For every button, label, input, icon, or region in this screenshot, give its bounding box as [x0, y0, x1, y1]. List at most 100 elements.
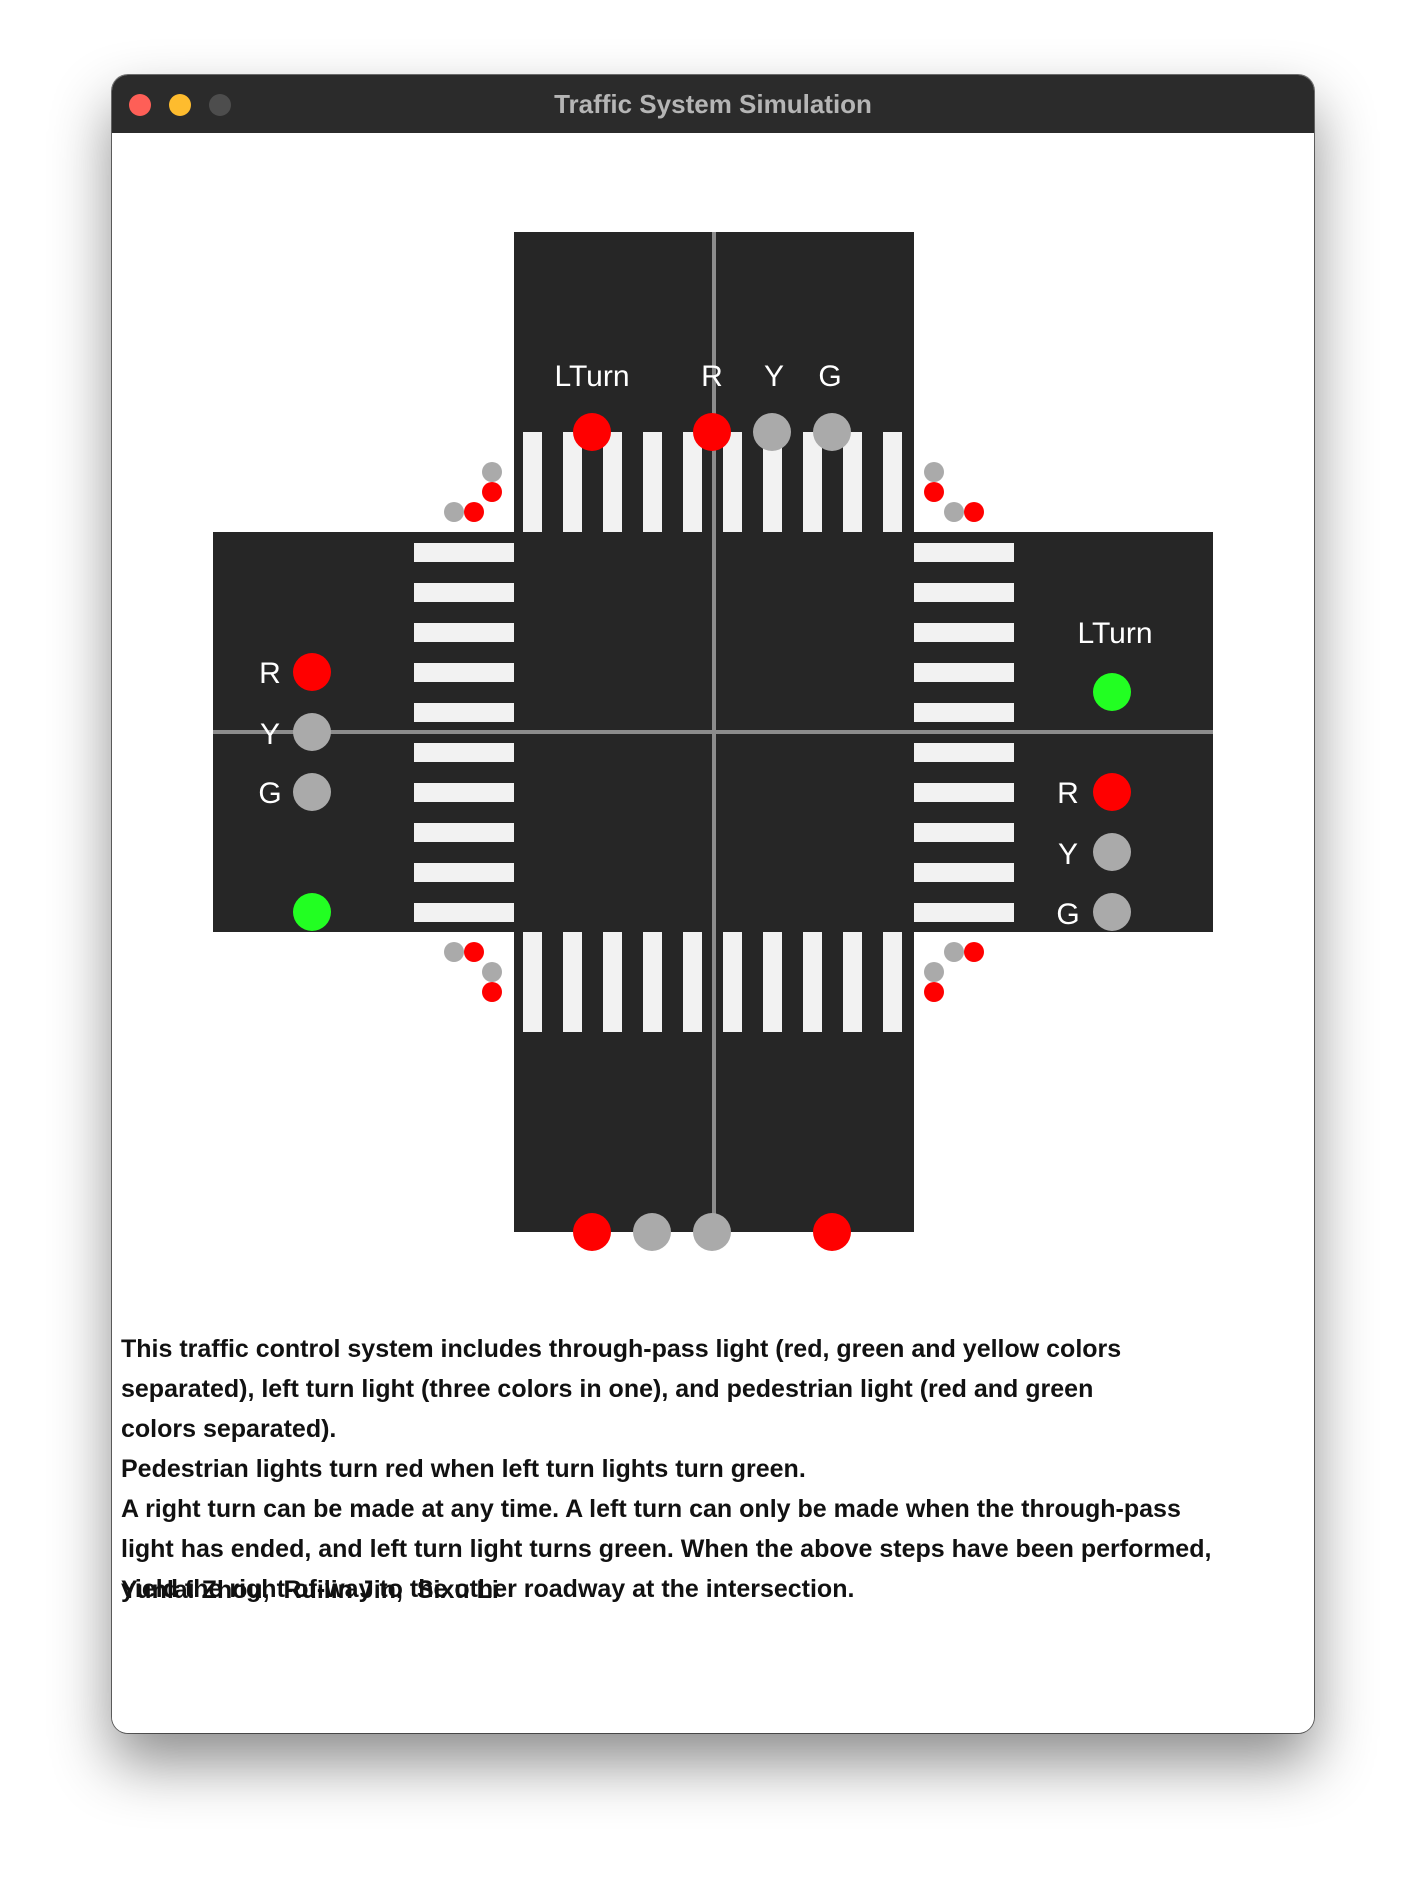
ped-light-bottom-right-on [924, 982, 944, 1002]
close-button[interactable] [129, 94, 151, 116]
west-lturn-light [293, 893, 331, 931]
crosswalk-stripe-south [803, 932, 822, 1032]
crosswalk-stripe-west [414, 703, 514, 722]
lane-lines [213, 232, 1213, 1232]
crosswalk-stripe-south [683, 932, 702, 1032]
ped-light-bottom-left-on [482, 982, 502, 1002]
east-green-light [1093, 893, 1131, 931]
signal-west: R Y G LTurn [258, 653, 349, 971]
east-yellow-light [1093, 833, 1131, 871]
north-g-label: G [818, 360, 841, 393]
intersection-canvas: LTurn R Y G R Y G LTurn [213, 232, 1213, 1290]
crosswalk-stripe-north [723, 432, 742, 532]
north-red-light [693, 413, 731, 451]
crosswalk-stripe-east [914, 583, 1014, 602]
description-line: This traffic control system includes thr… [121, 1335, 1122, 1363]
crosswalk-stripe-east [914, 623, 1014, 642]
west-lturn-label: LTurn [273, 938, 348, 971]
crosswalk-stripe-south [763, 932, 782, 1032]
crosswalk-stripe-north [683, 432, 702, 532]
east-y-label: Y [1058, 838, 1078, 871]
ped-light-top-right-off [944, 502, 964, 522]
south-red-light [573, 1213, 611, 1251]
west-red-light [293, 653, 331, 691]
ped-light-bottom-left-on [464, 942, 484, 962]
north-lturn-light [573, 413, 611, 451]
minimize-button[interactable] [169, 94, 191, 116]
crosswalk-stripe-west [414, 863, 514, 882]
description-text: This traffic control system includes thr… [121, 1329, 1301, 1609]
ped-light-top-left-off [482, 462, 502, 482]
crosswalk-stripe-west [414, 623, 514, 642]
crosswalk-stripe-south [523, 932, 542, 1032]
ped-light-bottom-right-off [924, 962, 944, 982]
crosswalk-stripe-north [803, 432, 822, 532]
crosswalk-stripe-west [414, 583, 514, 602]
south-y-label: Y [643, 1257, 663, 1290]
east-red-light [1093, 773, 1131, 811]
authors-text: Yunlai Zhou, Ruilin Jin, Sixu Li [121, 1576, 499, 1604]
ped-light-top-right-on [924, 482, 944, 502]
window-title: Traffic System Simulation [554, 89, 872, 119]
crosswalk-stripe-south [843, 932, 862, 1032]
west-green-light [293, 773, 331, 811]
crosswalk-stripe-north [763, 432, 782, 532]
maximize-button[interactable] [209, 94, 231, 116]
crosswalk-stripe-north [883, 432, 902, 532]
crosswalk-stripe-north [523, 432, 542, 532]
description-line: yield the right-of-way to the other road… [121, 1575, 855, 1603]
crosswalks [414, 432, 1014, 1032]
north-yellow-light [753, 413, 791, 451]
crosswalk-stripe-south [563, 932, 582, 1032]
description-line: Pedestrian lights turn red when left tur… [121, 1455, 806, 1483]
crosswalk-stripe-north [563, 432, 582, 532]
north-y-label: Y [764, 360, 784, 393]
crosswalk-stripe-east [914, 663, 1014, 682]
crosswalk-stripe-south [723, 932, 742, 1032]
ped-light-top-right-off [924, 462, 944, 482]
ped-light-bottom-left-off [482, 962, 502, 982]
crosswalk-stripe-north [603, 432, 622, 532]
crosswalk-stripe-east [914, 743, 1014, 762]
north-green-light [813, 413, 851, 451]
ped-light-bottom-left-off [444, 942, 464, 962]
south-yellow-light [633, 1213, 671, 1251]
west-y-label: Y [260, 718, 280, 751]
west-r-label: R [259, 657, 281, 690]
ped-light-bottom-right-off [944, 942, 964, 962]
crosswalk-stripe-west [414, 663, 514, 682]
east-lturn-light [1093, 673, 1131, 711]
ped-light-top-right-on [964, 502, 984, 522]
south-green-light [693, 1213, 731, 1251]
title-bar[interactable]: Traffic System Simulation [112, 75, 1314, 133]
east-lturn-label: LTurn [1077, 617, 1152, 650]
south-g-label: G [698, 1257, 721, 1290]
west-yellow-light [293, 713, 331, 751]
crosswalk-stripe-west [414, 903, 514, 922]
crosswalk-stripe-east [914, 863, 1014, 882]
crosswalk-stripe-west [414, 783, 514, 802]
pedestrian-lights [444, 462, 984, 1002]
crosswalk-stripe-east [914, 903, 1014, 922]
description-line: colors separated). [121, 1415, 337, 1443]
west-g-label: G [258, 777, 281, 810]
description-line: A right turn can be made at any time. A … [121, 1495, 1181, 1523]
east-r-label: R [1057, 777, 1079, 810]
crosswalk-stripe-south [883, 932, 902, 1032]
crosswalk-stripe-west [414, 823, 514, 842]
crosswalk-stripe-west [414, 543, 514, 562]
signal-north: LTurn R Y G [554, 360, 851, 451]
description-line: separated), left turn light (three color… [121, 1375, 1094, 1403]
crosswalk-stripe-north [843, 432, 862, 532]
crosswalk-stripe-north [643, 432, 662, 532]
south-lturn-light [813, 1213, 851, 1251]
crosswalk-stripe-south [603, 932, 622, 1032]
east-g-label: G [1056, 898, 1079, 931]
ped-light-top-left-on [482, 482, 502, 502]
signal-south: R Y G LTurn [573, 1213, 870, 1290]
crosswalk-stripe-east [914, 543, 1014, 562]
ped-light-top-left-off [444, 502, 464, 522]
north-r-label: R [701, 360, 723, 393]
description-line: light has ended, and left turn light tur… [121, 1535, 1212, 1563]
app-window: Traffic System Simulation LTurn R Y G [112, 75, 1314, 1733]
